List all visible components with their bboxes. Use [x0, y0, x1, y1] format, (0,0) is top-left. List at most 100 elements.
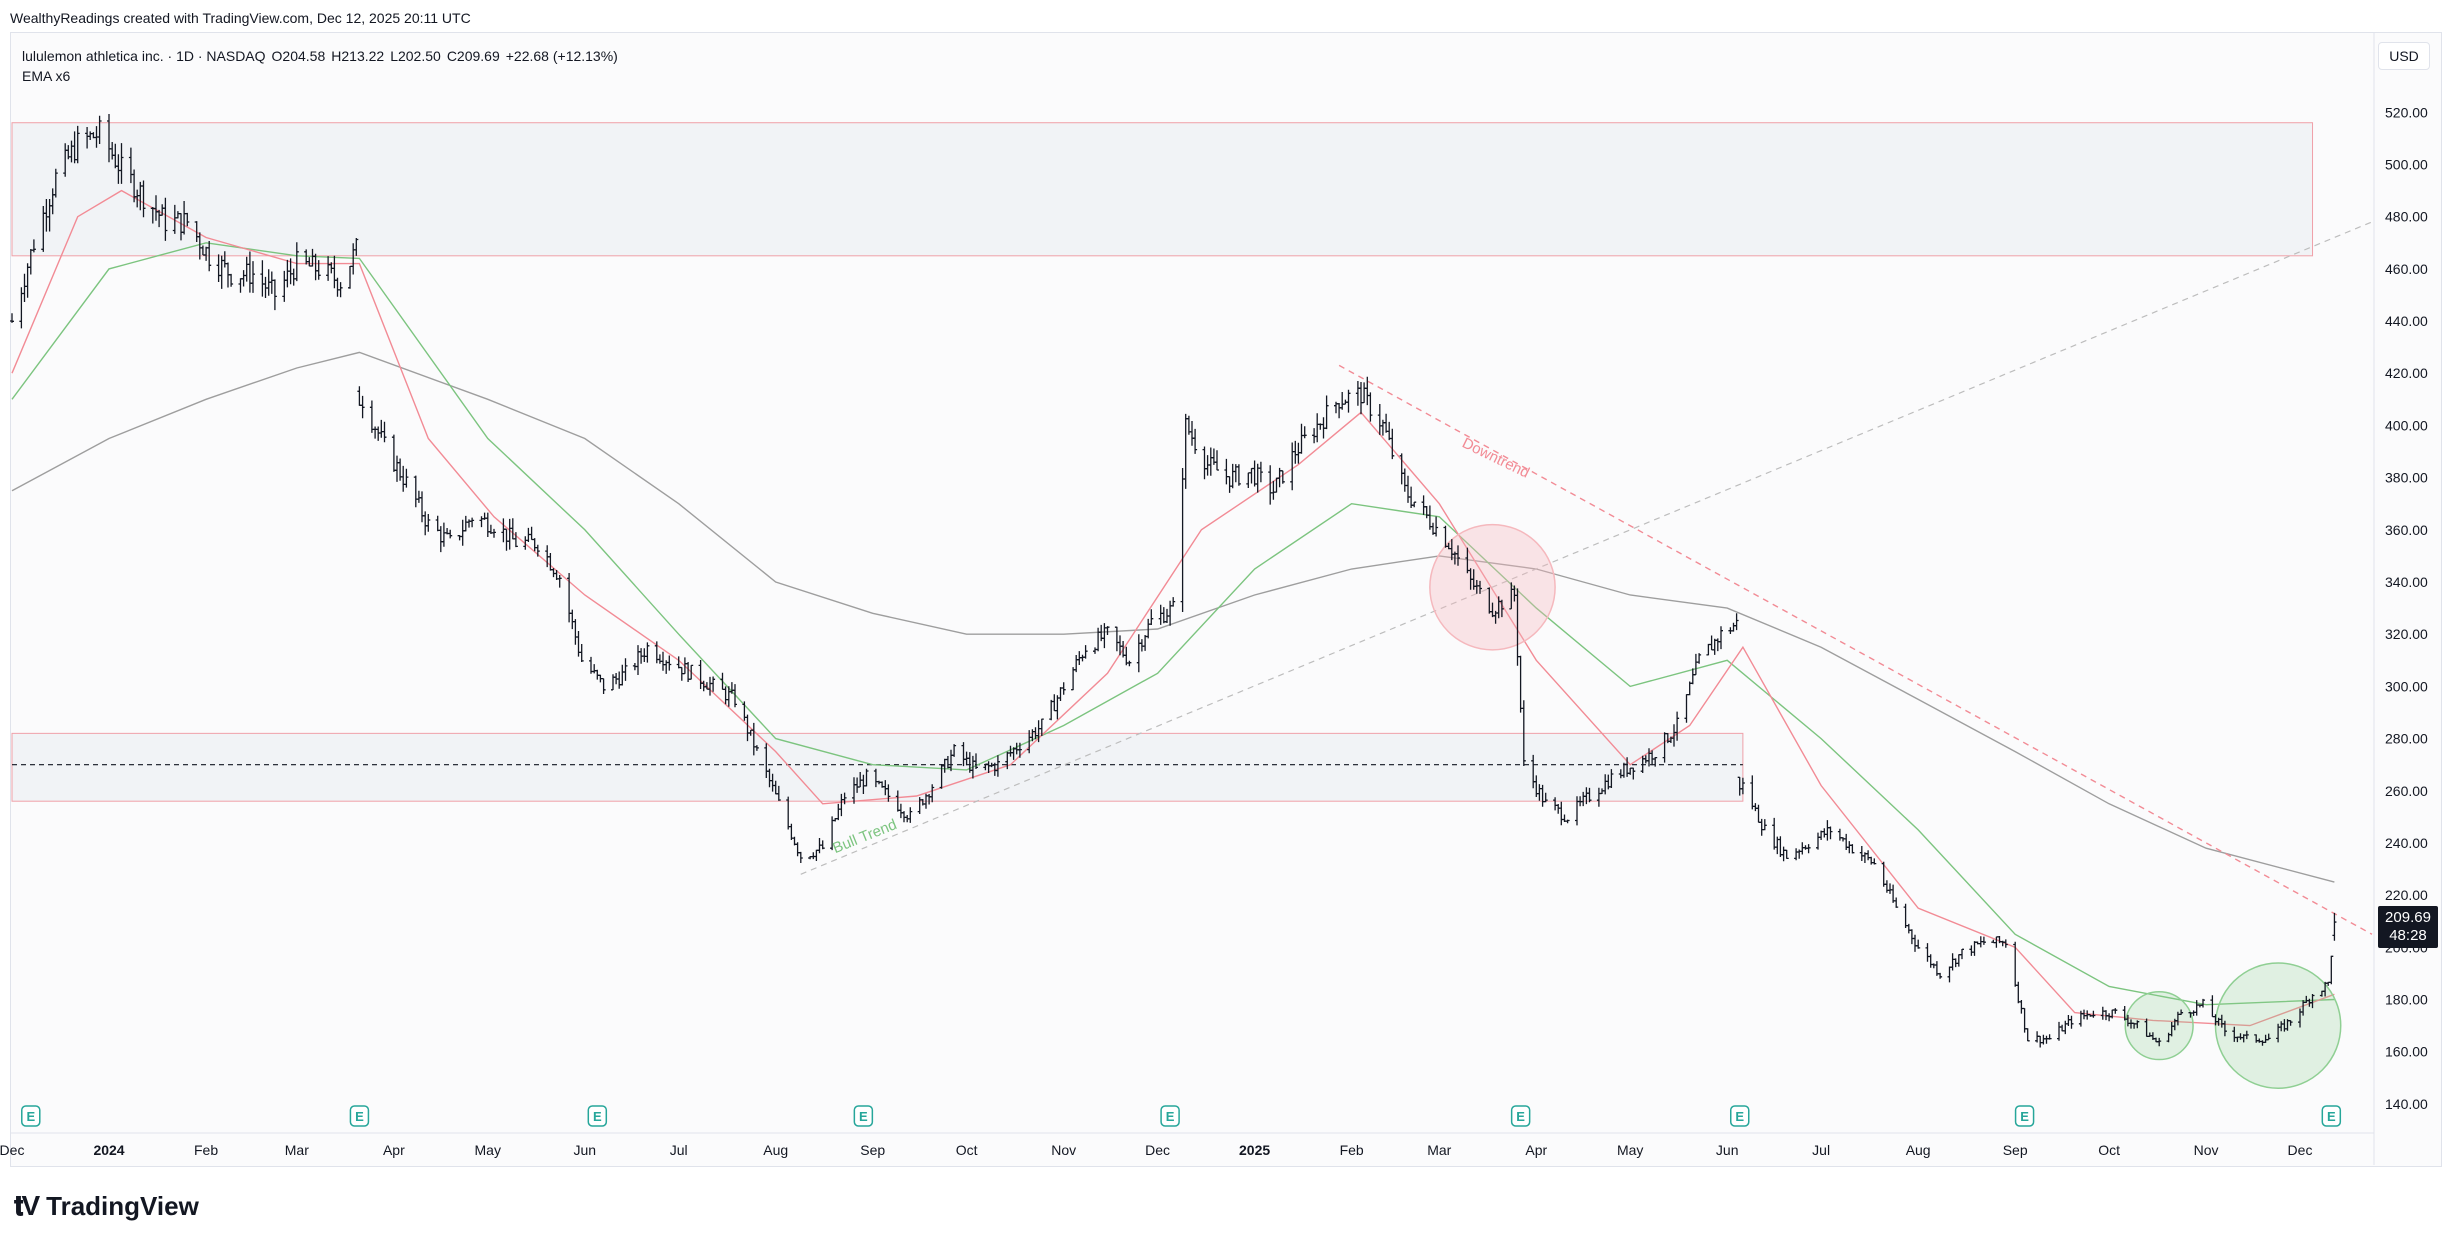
- ohlc-bar: [1102, 623, 1107, 649]
- ohlc-bar: [216, 254, 221, 282]
- tradingview-logo[interactable]: 𝐭V TradingView: [14, 1190, 199, 1223]
- ohlc-bar: [1499, 599, 1504, 618]
- ohlc-bar: [642, 648, 647, 662]
- ohlc-bar: [579, 644, 584, 662]
- bull-trend-label: Bull Trend: [830, 816, 899, 857]
- y-tick-label: 380.00: [2385, 470, 2428, 486]
- ohlc-bar: [1139, 639, 1144, 652]
- legend-symbol[interactable]: lululemon athletica inc. · 1D · NASDAQ: [22, 48, 266, 64]
- ohlc-bar: [332, 255, 337, 289]
- ohlc-bar: [1800, 842, 1805, 855]
- ohlc-bar: [10, 313, 14, 323]
- ohlc-bar: [2041, 1034, 2046, 1045]
- currency-button[interactable]: USD: [2378, 42, 2430, 70]
- x-tick-label: May: [475, 1142, 501, 1158]
- ohlc-bar: [2191, 1010, 2196, 1016]
- ohlc-bar: [185, 212, 190, 227]
- ohlc-bar: [1384, 413, 1389, 433]
- x-tick-label: Nov: [1051, 1142, 1076, 1158]
- legend-indicator[interactable]: EMA x6: [22, 68, 71, 84]
- ohlc-bar: [1114, 626, 1119, 652]
- ohlc-bar: [1017, 742, 1022, 758]
- ohlc-bar: [1387, 421, 1392, 441]
- ohlc-bar: [1071, 667, 1076, 691]
- x-tick-label: Oct: [956, 1142, 978, 1158]
- ohlc-bar: [1424, 506, 1429, 519]
- earnings-icon[interactable]: [1160, 1105, 1180, 1127]
- ohlc-bar: [1093, 647, 1097, 654]
- ohlc-bar: [657, 654, 662, 664]
- earnings-icon-label: E: [26, 1109, 35, 1124]
- ohlc-bar: [1734, 613, 1739, 631]
- ohlc-bar: [513, 532, 518, 548]
- earnings-icon[interactable]: [1729, 1105, 1750, 1127]
- zone-1: [11, 732, 1744, 802]
- ohlc-bar: [1052, 694, 1057, 712]
- ohlc-bar: [1859, 846, 1864, 861]
- ohlc-bar: [1249, 467, 1254, 484]
- ohlc-bar: [836, 803, 841, 821]
- ohlc-bar: [501, 518, 506, 543]
- ohlc-bar: [1587, 787, 1592, 803]
- last-price-tag: 209.69 48:28: [2378, 906, 2438, 948]
- ohlc-bar: [1894, 897, 1899, 908]
- ohlc-bar: [1208, 447, 1213, 476]
- ema-mid-line: [11, 242, 2335, 1006]
- ohlc-bar: [1778, 836, 1783, 857]
- ohlc-bar: [510, 518, 515, 540]
- ohlc-bar: [1872, 858, 1877, 865]
- ohlc-bar: [448, 529, 453, 539]
- ohlc-bar: [423, 511, 428, 536]
- earnings-icon[interactable]: [21, 1105, 41, 1127]
- ohlc-bar: [504, 528, 509, 551]
- ohlc-bar: [2266, 1033, 2271, 1041]
- ohlc-bar: [241, 270, 246, 287]
- ohlc-bar: [404, 468, 409, 488]
- ohlc-bar: [1956, 954, 1961, 967]
- ohlc-bar: [1202, 446, 1207, 480]
- ohlc-bar: [2057, 1021, 2061, 1041]
- ohlc-bar: [974, 753, 978, 769]
- ohlc-bar: [1909, 929, 1914, 945]
- x-tick-label: Jul: [1812, 1142, 1830, 1158]
- ohlc-bar: [382, 421, 387, 443]
- tradingview-logo-icon: 𝐭V: [14, 1190, 40, 1221]
- ohlc-bar: [420, 491, 424, 523]
- ohlc-bar: [416, 490, 421, 503]
- ohlc-bar: [1759, 818, 1764, 836]
- ohlc-bar: [995, 755, 1000, 777]
- y-tick-label: 320.00: [2385, 626, 2428, 642]
- earnings-icon[interactable]: [1510, 1105, 1531, 1127]
- x-tick-label: Dec: [2288, 1142, 2313, 1158]
- ohlc-bar: [557, 575, 562, 588]
- earnings-icon[interactable]: [349, 1105, 370, 1127]
- legend-low: L202.50: [390, 48, 441, 64]
- highlight-circle-0: [1429, 523, 1556, 651]
- attribution-text: WealthyReadings created with TradingView…: [10, 10, 471, 26]
- ohlc-bar: [1143, 635, 1148, 651]
- ohlc-bar: [269, 271, 274, 294]
- x-tick-label: Mar: [1427, 1142, 1451, 1158]
- ohlc-bar: [435, 515, 440, 532]
- x-tick-label: 2025: [1239, 1142, 1270, 1158]
- ohlc-bar: [1302, 426, 1307, 439]
- ohlc-bar: [1762, 819, 1767, 831]
- ohlc-bar: [1039, 718, 1044, 736]
- ohlc-bar: [1083, 645, 1088, 659]
- legend-close: C209.69: [446, 48, 500, 64]
- earnings-icon[interactable]: [2014, 1105, 2035, 1127]
- earnings-icon[interactable]: [2321, 1105, 2342, 1127]
- ohlc-bar: [1080, 654, 1085, 662]
- ohlc-bar: [636, 645, 640, 675]
- ohlc-bar: [1565, 819, 1570, 824]
- ohlc-bar: [1837, 828, 1842, 841]
- ohlc-bar: [723, 686, 728, 705]
- earnings-icon[interactable]: [853, 1105, 874, 1127]
- ohlc-bar: [438, 526, 443, 553]
- ohlc-bar: [952, 744, 957, 757]
- x-tick-label: Feb: [1340, 1142, 1364, 1158]
- ohlc-bar: [294, 242, 299, 282]
- ohlc-bar: [75, 125, 80, 164]
- earnings-icon[interactable]: [587, 1105, 608, 1127]
